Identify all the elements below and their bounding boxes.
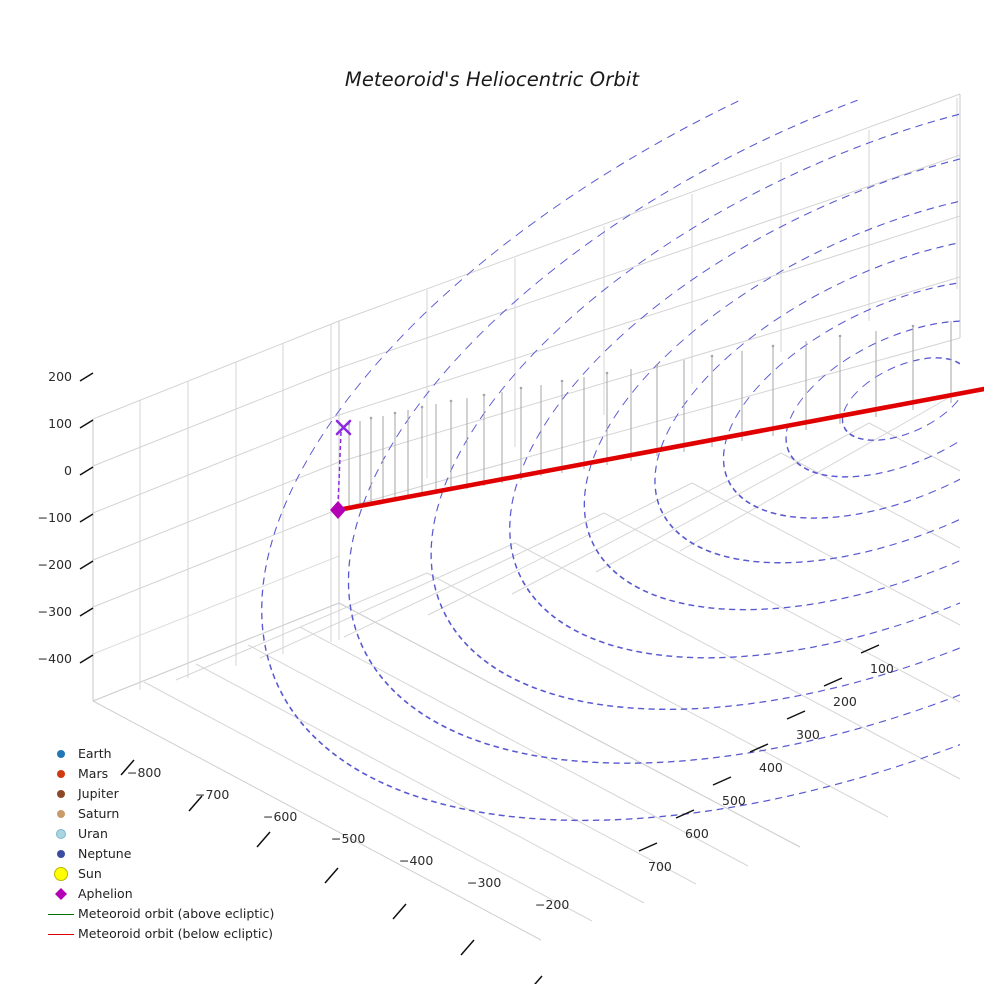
meteoroid-orbit-below-ecliptic (335, 386, 984, 513)
y-tick-1: 200 (833, 694, 857, 709)
pane-back-left (92, 320, 340, 702)
legend-item-orbit-above[interactable]: Meteoroid orbit (above ecliptic) (44, 904, 294, 924)
y-tick-3: 400 (759, 760, 783, 775)
legend-item-neptune[interactable]: Neptune (44, 844, 294, 864)
legend-item-orbit-below[interactable]: Meteoroid orbit (below ecliptic) (44, 924, 294, 944)
orbit-ring-8 (347, 100, 960, 764)
green-line-swatch-icon (44, 904, 78, 924)
axis-ticks (79, 372, 880, 984)
aphelion-marker (330, 501, 346, 519)
z-tick-3: −100 (38, 510, 72, 525)
legend-label-orbit-below: Meteoroid orbit (below ecliptic) (78, 926, 274, 941)
x-tick-5: −300 (467, 875, 501, 890)
z-tick-2: 0 (64, 463, 72, 478)
x-tick-3: −500 (331, 831, 365, 846)
legend-label-mars: Mars (78, 766, 109, 781)
y-tick-6: 700 (648, 859, 672, 874)
aphelion-projection-x-icon (335, 419, 352, 436)
orbit-ring-5 (583, 187, 960, 611)
z-tick-6: −400 (38, 651, 72, 666)
orbit-stem-lines (348, 321, 952, 509)
x-tick-6: −200 (535, 897, 569, 912)
neptune-marker-icon (44, 844, 78, 864)
legend-label-aphelion: Aphelion (78, 886, 133, 901)
y-tick-2: 300 (796, 727, 820, 742)
legend-label-orbit-above: Meteoroid orbit (above ecliptic) (78, 906, 275, 921)
y-axis-tick-labels: 100 200 300 400 500 600 700 (648, 661, 894, 874)
legend-item-jupiter[interactable]: Jupiter (44, 784, 294, 804)
z-tick-1: 100 (48, 416, 72, 431)
legend-item-uran[interactable]: Uran (44, 824, 294, 844)
legend-label-jupiter: Jupiter (78, 786, 119, 801)
pane-floor (92, 392, 961, 941)
orbit-ring-1 (841, 357, 960, 441)
legend-item-mars[interactable]: Mars (44, 764, 294, 784)
x-tick-4: −400 (399, 853, 433, 868)
legend-label-neptune: Neptune (78, 846, 132, 861)
sun-marker-icon (44, 864, 78, 884)
red-line-swatch-icon (44, 924, 78, 944)
z-axis-tick-labels: 200 100 0 −100 −200 −300 −400 (38, 369, 72, 666)
legend-label-earth: Earth (78, 746, 112, 761)
legend-item-saturn[interactable]: Saturn (44, 804, 294, 824)
jupiter-marker-icon (44, 784, 78, 804)
page-title: Meteoroid's Heliocentric Orbit (344, 68, 640, 91)
y-tick-0: 100 (870, 661, 894, 676)
y-tick-4: 500 (722, 793, 746, 808)
legend-label-saturn: Saturn (78, 806, 120, 821)
uran-marker-icon (44, 824, 78, 844)
orbit-ring-6 (509, 139, 960, 659)
aphelion-marker-icon (44, 884, 78, 904)
saturn-marker-icon (44, 804, 78, 824)
z-tick-0: 200 (48, 369, 72, 384)
pane-back-right (338, 93, 961, 510)
pane-corner-edges (92, 94, 961, 701)
legend-item-earth[interactable]: Earth (44, 744, 294, 764)
z-tick-5: −300 (38, 604, 72, 619)
legend-label-uran: Uran (78, 826, 108, 841)
orbit-ring-7 (430, 100, 960, 711)
aphelion-connector (337, 431, 342, 506)
z-tick-4: −200 (38, 557, 72, 572)
earth-marker-icon (44, 744, 78, 764)
y-tick-5: 600 (685, 826, 709, 841)
x-tick-1: −700 (195, 787, 229, 802)
legend: Earth Mars Jupiter Saturn Uran (44, 744, 294, 944)
x-axis-tick-labels: −800 −700 −600 −500 −400 −300 −200 (127, 765, 569, 912)
legend-item-sun[interactable]: Sun (44, 864, 294, 884)
orbit-ring-4 (654, 234, 960, 564)
x-tick-0: −800 (127, 765, 161, 780)
orbit-stem-tips (347, 324, 915, 426)
legend-item-aphelion[interactable]: Aphelion (44, 884, 294, 904)
axes-panes (92, 93, 961, 941)
orbit-ring-2 (785, 320, 960, 478)
orbit-ring-9 (261, 100, 960, 822)
mars-marker-icon (44, 764, 78, 784)
x-tick-2: −600 (263, 809, 297, 824)
legend-label-sun: Sun (78, 866, 102, 881)
